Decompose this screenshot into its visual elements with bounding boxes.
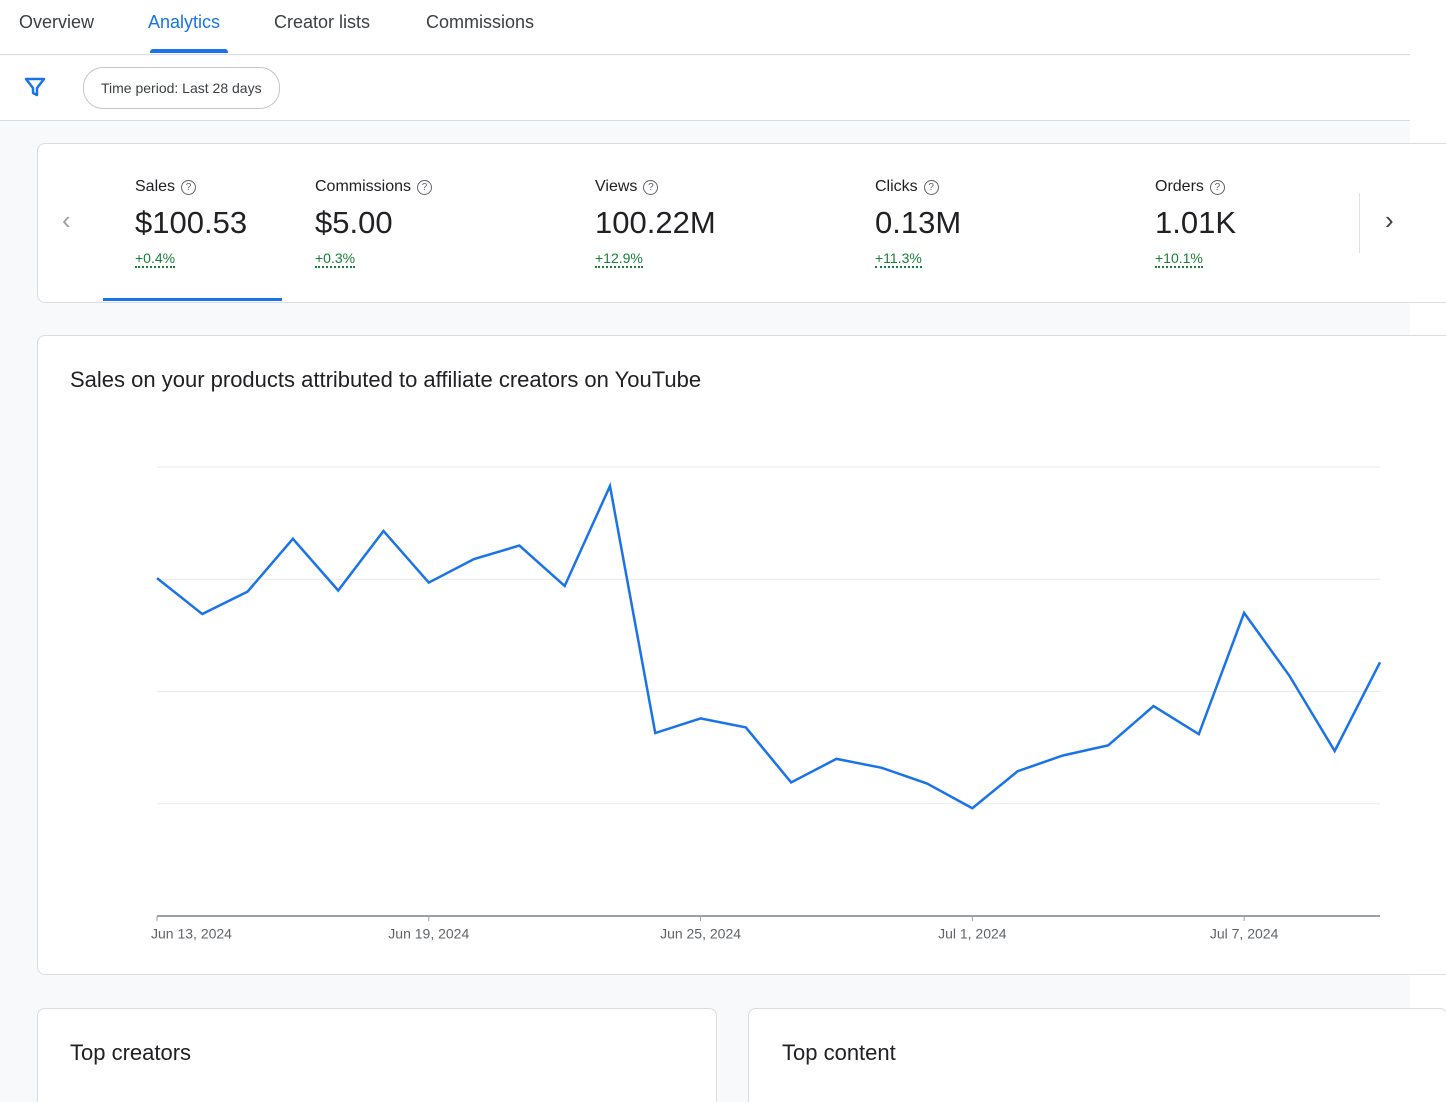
panel-title: Top content — [782, 1040, 896, 1065]
line — [156, 481, 1382, 810]
tab[interactable]: Overview — [19, 12, 95, 32]
x-tick-label: Jun 19, 2024 — [388, 926, 469, 942]
help-icon: ? — [181, 180, 197, 195]
metric-change: +0.3% — [315, 250, 356, 268]
tab-indicator — [150, 49, 228, 53]
metric-label: Clicks? — [875, 178, 939, 196]
metric-value: 0.13M — [875, 205, 962, 240]
filter-icon[interactable] — [24, 76, 46, 98]
metric-label-text: Sales — [135, 178, 176, 195]
metric-label-text: Views — [595, 178, 638, 195]
tab-active[interactable]: Analytics — [148, 12, 221, 32]
metric-value: $5.00 — [315, 205, 393, 240]
metric-label: Orders? — [1155, 178, 1225, 196]
help-icon: ? — [923, 180, 939, 195]
metric-label-text: Orders — [1155, 178, 1204, 195]
divider — [0, 54, 1410, 55]
metrics-card — [37, 143, 1446, 303]
x-tick-label: Jul 7, 2024 — [1210, 926, 1279, 942]
x-tick-label: Jul 1, 2024 — [938, 926, 1007, 942]
chart-card — [37, 335, 1446, 975]
metric-label-text: Commissions — [315, 178, 412, 195]
metric-label: Sales? — [135, 178, 197, 196]
metric-label: Commissions? — [315, 178, 433, 196]
panel — [748, 1008, 1446, 1102]
prev-button[interactable]: ‹ — [62, 205, 71, 235]
metric-label: Views? — [595, 178, 659, 196]
tab[interactable]: Creator lists — [274, 12, 371, 32]
help-icon: ? — [417, 180, 433, 195]
metric-label-text: Clicks — [875, 178, 918, 195]
filter-chip[interactable]: Time period: Last 28 days — [83, 67, 280, 109]
metric-value: 100.22M — [595, 205, 716, 240]
chart-title: Sales on your products attributed to aff… — [70, 367, 702, 392]
metric-change: +11.3% — [875, 250, 922, 268]
help-icon: ? — [1209, 180, 1225, 195]
panel — [37, 1008, 717, 1102]
metric-change: +12.9% — [595, 250, 643, 268]
metric-value: $100.53 — [135, 205, 248, 240]
x-tick-label: Jun 13, 2024 — [151, 926, 232, 942]
x-tick-label: Jun 25, 2024 — [660, 926, 741, 942]
chart: Jun 13, 2024 Jun 19, 2024 Jun 25, 2024 Jul … — [151, 466, 1382, 942]
metric-change: +0.4% — [135, 250, 176, 268]
metric-indicator — [103, 298, 282, 301]
panel-title: Top creators — [70, 1040, 192, 1065]
metric-value: 1.01K — [1155, 205, 1237, 240]
help-icon: ? — [643, 180, 659, 195]
next-button[interactable]: › — [1385, 205, 1394, 235]
separator — [1359, 193, 1360, 253]
tab[interactable]: Commissions — [426, 12, 535, 32]
metric-change: +10.1% — [1155, 250, 1203, 268]
